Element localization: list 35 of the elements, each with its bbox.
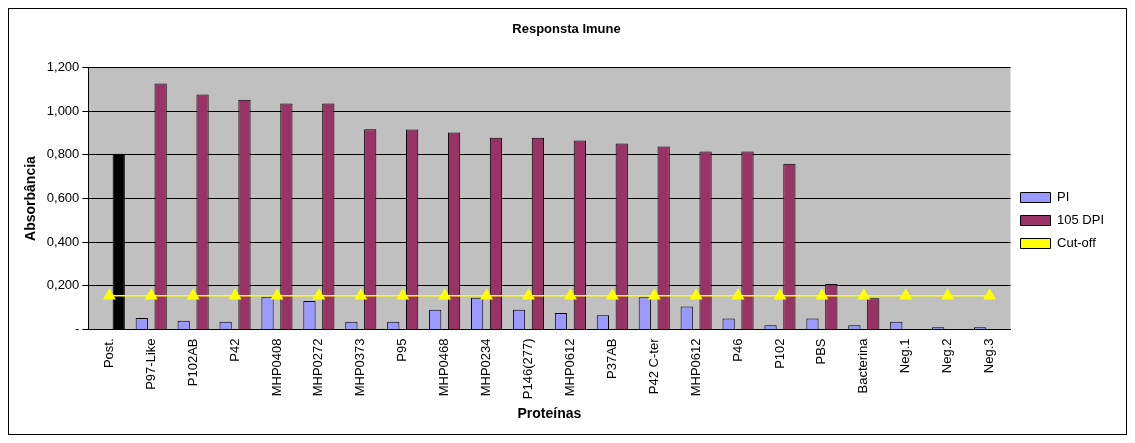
x-tick-label: MHP0468 — [436, 338, 452, 397]
x-tick-label: MHP0612 — [561, 338, 577, 397]
y-tick-label: 1,200 — [46, 59, 80, 75]
x-tick-label: PBS — [813, 338, 829, 365]
y-tick-label: 0,400 — [46, 233, 80, 249]
x-tick-label: Neg.2 — [939, 338, 955, 374]
x-tick-label: MHP0612 — [687, 338, 703, 397]
y-tick-label: 0,600 — [46, 190, 80, 206]
x-tick-label: MHP0373 — [352, 338, 368, 397]
x-tick-label: Post. — [100, 338, 116, 369]
legend-label: PI — [1057, 189, 1070, 205]
x-axis-title: Proteínas — [517, 405, 582, 422]
x-tick-label: P102AB — [184, 338, 200, 387]
x-tick-label: MHP0234 — [478, 338, 494, 397]
x-tick-label: P46 — [729, 338, 745, 362]
x-tick-label: Neg.3 — [981, 338, 997, 374]
y-tick-label: - — [74, 321, 80, 337]
x-tick-label: P97-Like — [142, 338, 158, 390]
x-tick-label: P42 — [226, 338, 242, 362]
chart-title: Responsta Imune — [512, 21, 621, 37]
legend-label: 105 DPI — [1057, 212, 1105, 228]
y-tick-label: 0,200 — [46, 277, 80, 293]
x-tick-label: MHP0272 — [310, 338, 326, 397]
legend-label: Cut-off — [1057, 235, 1097, 251]
y-tick-label: 1,000 — [46, 102, 80, 118]
x-tick-label: Bacterina — [855, 337, 871, 394]
x-tick-label: P95 — [394, 338, 410, 362]
x-tick-label: P102 — [771, 338, 787, 369]
x-tick-label: MHP0408 — [268, 338, 284, 397]
x-tick-label: Neg.1 — [897, 338, 913, 374]
x-tick-label: P146(277) — [520, 338, 536, 400]
y-tick-label: 0,800 — [46, 146, 80, 162]
x-tick-label: P37AB — [603, 338, 619, 379]
y-axis-title: Absorbância — [22, 155, 39, 241]
x-tick-label: P42 C-ter — [645, 337, 661, 395]
